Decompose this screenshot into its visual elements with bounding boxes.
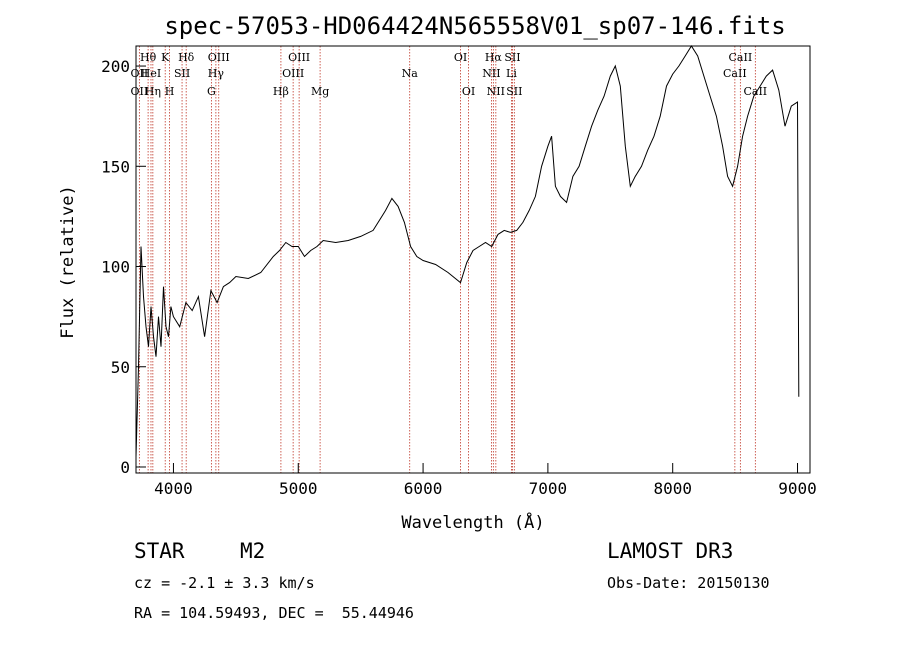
y-tick-label: 0 bbox=[120, 458, 130, 477]
y-axis-ticks: 0 50 100 150 200 bbox=[101, 57, 146, 477]
ra-dec-coords: RA = 104.59493, DEC = 55.44946 bbox=[134, 604, 414, 622]
flux-series-line bbox=[135, 45, 800, 458]
object-subclass: M2 bbox=[240, 539, 266, 563]
spectral-line-label: OIII bbox=[208, 51, 230, 64]
chart-title: spec-57053-HD064424N565558V01_sp07-146.f… bbox=[164, 12, 785, 40]
spectral-line-label: G bbox=[207, 85, 216, 98]
spectral-line-label: H bbox=[165, 85, 175, 98]
y-axis-label: Flux (relative) bbox=[58, 185, 78, 339]
spectral-line-label: NII bbox=[482, 67, 500, 80]
spectral-line-label: Hδ bbox=[178, 51, 195, 64]
x-tick-label: 8000 bbox=[653, 479, 692, 498]
spectral-line-label: OII bbox=[131, 85, 149, 98]
spectral-line-label: Li bbox=[506, 67, 517, 80]
spectral-line-label: NII bbox=[487, 85, 505, 98]
spectral-line-label: OI bbox=[462, 85, 475, 98]
y-tick-label: 100 bbox=[101, 258, 130, 277]
x-tick-label: 5000 bbox=[279, 479, 318, 498]
spectral-line-label: SII bbox=[504, 51, 520, 64]
plot-frame bbox=[135, 45, 811, 474]
y-tick-label: 200 bbox=[101, 57, 130, 76]
survey-name: LAMOST DR3 bbox=[607, 539, 734, 563]
spectral-line-markers bbox=[138, 46, 756, 473]
spectral-line-label: OI bbox=[454, 51, 467, 64]
spectral-line-label: Hη bbox=[145, 85, 161, 98]
x-axis-label: Wavelength (Å) bbox=[401, 511, 544, 533]
x-tick-label: 4000 bbox=[154, 479, 193, 498]
spectral-line-label: Hβ bbox=[273, 85, 289, 98]
spectral-line-label: CaII bbox=[743, 85, 767, 98]
spectral-line-label: K bbox=[161, 51, 170, 64]
spectral-line-label: Hθ bbox=[140, 51, 157, 64]
x-tick-label: 6000 bbox=[404, 479, 443, 498]
spectral-line-label: CaII bbox=[729, 51, 753, 64]
y-tick-label: 50 bbox=[111, 358, 130, 377]
object-class: STAR bbox=[134, 539, 185, 563]
spectral-line-label: HeI bbox=[141, 67, 161, 80]
spectral-line-label: OIII bbox=[282, 67, 304, 80]
x-tick-label: 7000 bbox=[529, 479, 568, 498]
obs-date: Obs-Date: 20150130 bbox=[607, 574, 770, 592]
spectral-line-label: CaII bbox=[723, 67, 747, 80]
x-tick-label: 9000 bbox=[778, 479, 817, 498]
spectral-line-label: SII bbox=[506, 85, 522, 98]
spectral-line-label: SII bbox=[174, 67, 190, 80]
spectral-line-label: Na bbox=[402, 67, 419, 80]
redshift-cz: cz = -2.1 ± 3.3 km/s bbox=[134, 574, 315, 592]
spectral-line-label: OII bbox=[131, 67, 149, 80]
y-tick-label: 150 bbox=[101, 157, 130, 176]
spectral-line-label: Hα bbox=[485, 51, 503, 64]
spectral-line-label: OIII bbox=[288, 51, 310, 64]
spectral-line-label: Mg bbox=[311, 85, 329, 98]
spectral-line-label: Hγ bbox=[208, 67, 225, 80]
x-axis-ticks: 4000 5000 6000 7000 8000 9000 bbox=[154, 463, 817, 498]
